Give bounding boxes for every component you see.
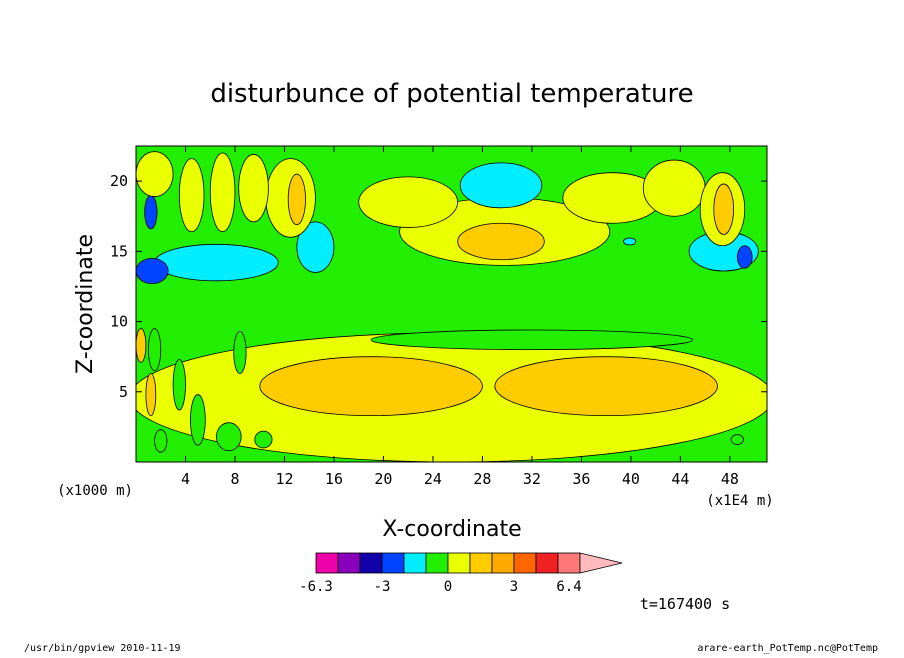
plot-frame bbox=[135, 145, 768, 463]
contour-region-16 bbox=[136, 257, 169, 285]
contour-region-10 bbox=[457, 222, 545, 261]
contour-region-30 bbox=[154, 429, 168, 453]
contour-region-29 bbox=[190, 394, 206, 446]
contour-region-3 bbox=[494, 356, 718, 417]
contour-region-5 bbox=[730, 434, 744, 445]
y-tick-label: 15 bbox=[110, 242, 128, 260]
contour-region-24 bbox=[178, 158, 205, 233]
colorbar-box bbox=[381, 552, 405, 574]
x-tick-label: 20 bbox=[374, 470, 392, 488]
colorbar-box bbox=[315, 552, 339, 574]
colorbar-box bbox=[447, 552, 471, 574]
contour-region-11 bbox=[459, 162, 543, 209]
y-tick-label: 20 bbox=[110, 172, 128, 190]
contour-region-2 bbox=[259, 356, 483, 417]
x-axis-ticks: 4 8 12 16 20 24 28 32 36 40 44 48 bbox=[181, 146, 739, 488]
x-axis-unit: (x1E4 m) bbox=[706, 493, 773, 509]
contour-region-32 bbox=[145, 373, 157, 417]
colorbar-box bbox=[425, 552, 449, 574]
x-tick-label: 12 bbox=[275, 470, 293, 488]
colorbar-tick-label: -6.3 bbox=[299, 579, 333, 595]
colorbar-box bbox=[535, 552, 559, 574]
contour-region-22 bbox=[713, 183, 734, 235]
contour-region-18 bbox=[144, 194, 158, 230]
contour-region-34 bbox=[233, 330, 247, 374]
contour-region-20 bbox=[287, 173, 306, 226]
footer-left: /usr/bin/gpview 2010-11-19 bbox=[24, 643, 181, 654]
contour-region-7 bbox=[358, 176, 459, 228]
contour-region-9 bbox=[642, 159, 706, 217]
colorbar-tick-label: 6.4 bbox=[556, 579, 581, 595]
colorbar-box bbox=[403, 552, 427, 574]
y-axis-ticks: 5 10 15 20 bbox=[110, 172, 767, 401]
contour-region-15 bbox=[296, 221, 335, 273]
colorbar-box bbox=[469, 552, 493, 574]
x-tick-label: 8 bbox=[230, 470, 239, 488]
x-tick-label: 40 bbox=[622, 470, 640, 488]
contour-region-17 bbox=[736, 245, 753, 269]
colorbar-box bbox=[557, 552, 581, 574]
contour-region-12 bbox=[623, 237, 637, 246]
x-tick-label: 24 bbox=[424, 470, 442, 488]
x-tick-label: 4 bbox=[181, 470, 190, 488]
y-axis-unit: (x1000 m) bbox=[57, 483, 133, 499]
contour-region-23 bbox=[136, 151, 174, 197]
x-axis-label: X-coordinate bbox=[382, 517, 521, 542]
time-annotation: t=167400 s bbox=[640, 595, 730, 613]
contour-region-25 bbox=[209, 152, 236, 233]
colorbar: -6.3 -3 0 3 6.4 bbox=[299, 552, 623, 595]
x-tick-label: 16 bbox=[325, 470, 343, 488]
x-tick-label: 44 bbox=[671, 470, 689, 488]
contour-region-28 bbox=[172, 359, 186, 411]
chart-title: disturbunce of potential temperature bbox=[210, 79, 693, 109]
y-tick-label: 10 bbox=[110, 313, 128, 331]
x-tick-label: 32 bbox=[523, 470, 541, 488]
y-tick-label: 5 bbox=[119, 383, 128, 401]
contour-region-27 bbox=[147, 328, 162, 372]
contour-region-33 bbox=[136, 328, 147, 363]
colorbar-box bbox=[337, 552, 361, 574]
contour-regions bbox=[136, 151, 767, 462]
contour-region-26 bbox=[238, 154, 269, 223]
colorbar-box bbox=[513, 552, 537, 574]
footer-right: arare-earth_PotTemp.nc@PotTemp bbox=[697, 643, 878, 654]
colorbar-box bbox=[491, 552, 515, 574]
contour-region-14 bbox=[154, 243, 279, 282]
contour-region-31 bbox=[216, 422, 242, 452]
colorbar-tick-label: 3 bbox=[510, 579, 518, 595]
x-tick-label: 28 bbox=[473, 470, 491, 488]
x-tick-label: 36 bbox=[572, 470, 590, 488]
colorbar-tick-label: 0 bbox=[444, 579, 452, 595]
colorbar-tick-label: -3 bbox=[374, 579, 391, 595]
colorbar-arrow bbox=[579, 552, 623, 574]
colorbar-box bbox=[359, 552, 383, 574]
x-tick-label: 48 bbox=[721, 470, 739, 488]
contour-region-1 bbox=[370, 329, 694, 351]
contour-region-4 bbox=[254, 430, 273, 449]
y-axis-label: Z-coordinate bbox=[73, 234, 98, 374]
